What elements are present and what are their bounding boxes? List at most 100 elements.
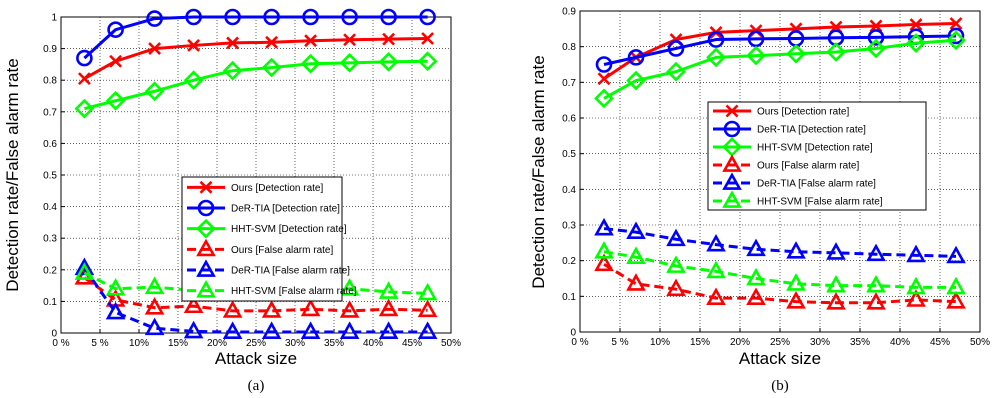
x-tick-label: 50%: [970, 337, 990, 348]
series-4: [594, 253, 966, 310]
data-point: [76, 49, 93, 67]
chart-b: 0 % 5 % 10% 15% 20% 25% 30% 35% 40% 45% 50% 0 0.1 0.2…: [529, 7, 990, 395]
data-point: [946, 30, 966, 51]
legend-label: Ours [False alarm rate]: [231, 245, 333, 256]
data-point: [417, 282, 438, 301]
legend-label: DeR-TIA [Detection rate]: [231, 204, 340, 215]
series-line: [83, 267, 428, 334]
data-point: [666, 255, 686, 273]
legend-box: [181, 176, 343, 302]
series-6: [594, 241, 966, 295]
legend-label: DeR-TIA [False alarm rate]: [757, 179, 876, 190]
legend-label: HHT-SVM [Detection rate]: [231, 224, 347, 235]
data-point: [946, 245, 966, 264]
data-point: [421, 32, 435, 45]
legend-marker: [723, 120, 741, 138]
data-point: [378, 281, 399, 299]
data-point: [183, 295, 204, 314]
data-point: [304, 34, 318, 48]
y-tick-label: 0.5: [562, 149, 576, 160]
series-line: [603, 21, 957, 81]
data-point: [339, 300, 360, 318]
x-tick-label: 0 %: [571, 337, 588, 348]
series-5: [74, 257, 438, 339]
legend-marker: [196, 238, 216, 257]
data-point: [786, 273, 806, 291]
data-point: [666, 278, 686, 297]
data-point: [148, 42, 162, 56]
data-point: [906, 33, 926, 53]
data-point: [867, 29, 885, 46]
data-point: [667, 40, 685, 57]
y-tick-label: 0: [51, 329, 57, 340]
legend-label: Ours [False alarm rate]: [757, 161, 859, 172]
y-tick-label: 0.5: [43, 171, 57, 182]
y-tick-label: 1: [51, 13, 57, 24]
y-tick-label: 0.7: [43, 107, 57, 118]
series-4: [74, 267, 438, 318]
y-axis-label: Detection rate/False alarm rate: [3, 58, 22, 291]
data-point: [627, 49, 645, 66]
y-axis-label: Detection rate/False alarm rate: [529, 55, 548, 288]
data-point: [183, 320, 204, 339]
legend-marker: [197, 199, 215, 217]
data-point: [226, 36, 240, 50]
panel-label: (a): [248, 378, 265, 394]
data-point: [144, 297, 165, 315]
data-point: [144, 276, 165, 295]
series-2: [76, 8, 436, 67]
data-point: [417, 299, 438, 318]
data-point: [906, 244, 926, 263]
series-line: [84, 59, 428, 111]
y-tick-label: 0.6: [43, 139, 57, 150]
data-point: [706, 260, 726, 279]
legend-label: HHT-SVM [Detection rate]: [757, 143, 873, 154]
data-point: [786, 43, 806, 64]
data-point: [947, 27, 965, 45]
series-line: [603, 262, 957, 305]
data-point: [300, 53, 321, 74]
legend-label: HHT-SVM [False alarm rate]: [757, 197, 883, 208]
series-line: [603, 250, 956, 289]
data-point: [146, 10, 163, 27]
data-point: [378, 298, 399, 317]
y-tick-label: 0.1: [43, 297, 57, 308]
data-point: [77, 72, 91, 86]
data-point: [419, 8, 436, 26]
y-tick-label: 0.9: [562, 7, 576, 18]
series-3: [74, 51, 438, 119]
data-point: [946, 291, 966, 309]
data-point: [746, 238, 766, 257]
data-point: [626, 246, 646, 264]
data-point: [707, 31, 725, 48]
legend-box: [707, 101, 927, 211]
series-line: [83, 276, 428, 313]
x-tick-label: 10%: [650, 337, 670, 348]
data-point: [706, 47, 726, 68]
data-point: [786, 241, 806, 259]
series-line: [603, 227, 957, 258]
x-tick-label: 45%: [402, 338, 422, 349]
x-tick-label: 45%: [930, 337, 950, 348]
y-tick-label: 0.4: [562, 185, 576, 196]
series-line: [603, 38, 957, 100]
y-tick-label: 0.7: [562, 78, 576, 89]
data-point: [261, 57, 282, 78]
data-point: [339, 321, 360, 339]
legend-marker: [722, 154, 742, 172]
data-point: [706, 287, 726, 306]
data-point: [185, 8, 202, 26]
data-point: [866, 38, 886, 59]
data-point: [222, 300, 243, 318]
data-point: [224, 8, 241, 26]
data-point: [300, 298, 321, 317]
series-5: [594, 217, 966, 264]
data-point: [597, 72, 611, 86]
y-tick-label: 0.3: [562, 221, 576, 232]
data-point: [595, 56, 613, 73]
legend-label: Ours [Detection rate]: [757, 107, 849, 118]
data-point: [261, 300, 282, 318]
data-point: [869, 19, 883, 33]
legend-marker: [725, 104, 739, 118]
x-tick-label: 20%: [207, 338, 227, 349]
